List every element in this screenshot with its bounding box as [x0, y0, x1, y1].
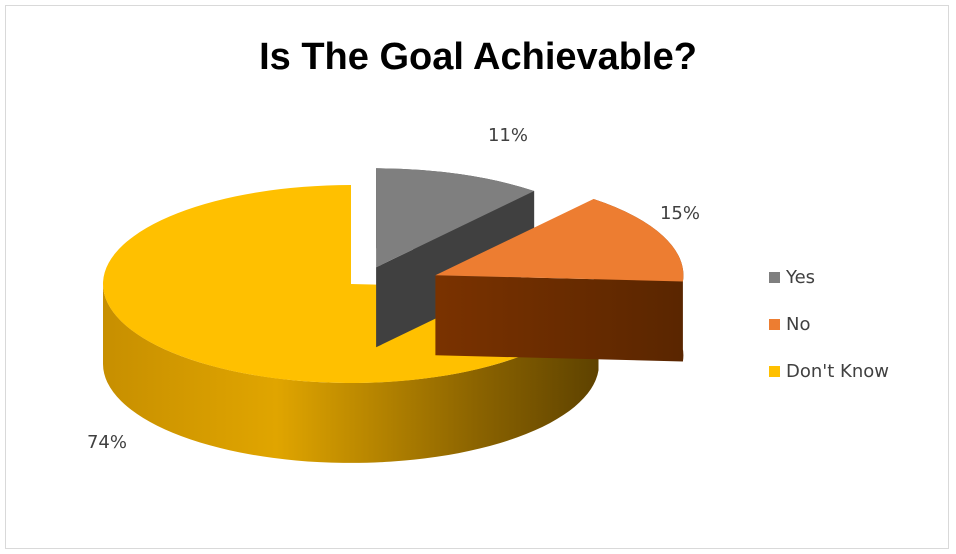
data-label-no: 15% — [660, 203, 700, 224]
legend-item-yes: Yes — [769, 265, 889, 289]
legend: Yes No Don't Know — [769, 265, 889, 406]
legend-swatch-no — [769, 318, 780, 330]
chart-title: Is The Goal Achievable? — [259, 36, 697, 78]
pie-side-dont-know — [103, 284, 599, 463]
legend-label-no: No — [786, 313, 811, 335]
data-label-dont-know: 74% — [87, 432, 127, 453]
legend-swatch-dont-know — [769, 365, 780, 377]
legend-swatch-yes — [769, 271, 780, 283]
pie-slice-no — [435, 199, 684, 282]
pie-slice-yes — [376, 168, 535, 268]
legend-label-dont-know: Don't Know — [786, 360, 889, 382]
legend-item-dont-know: Don't Know — [769, 359, 889, 383]
legend-label-yes: Yes — [786, 266, 816, 288]
data-label-yes: 11% — [488, 125, 528, 146]
legend-item-no: No — [769, 312, 889, 336]
